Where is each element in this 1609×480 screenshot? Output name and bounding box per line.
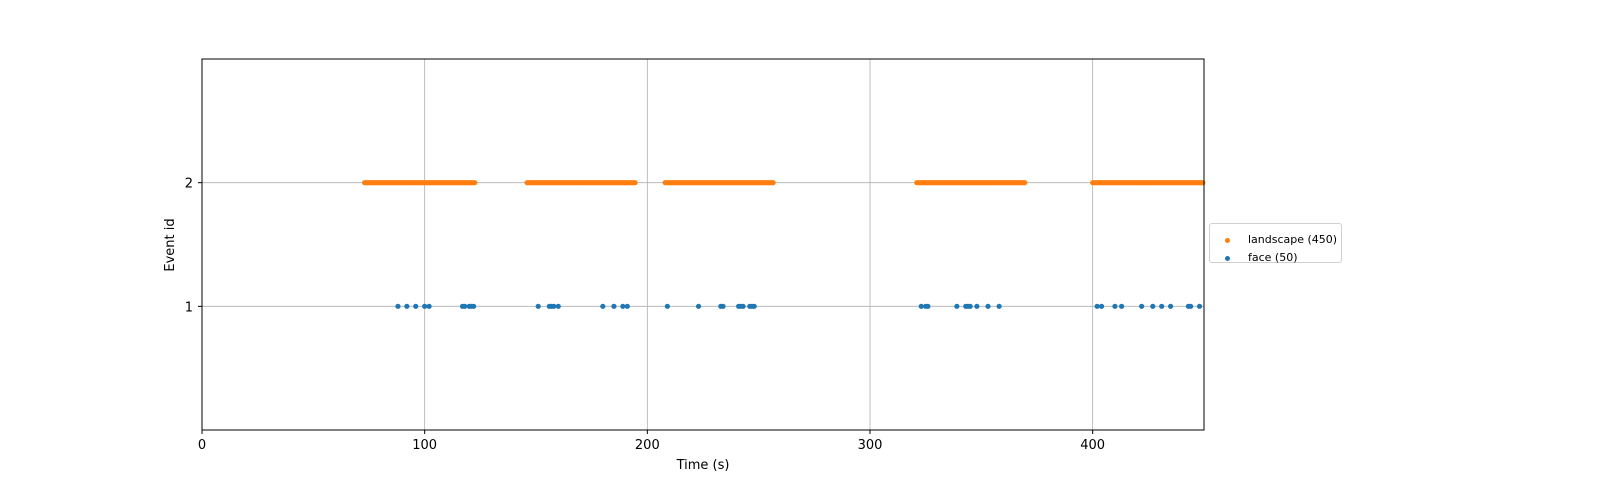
plot-frame [201,58,1205,431]
x-ticks: 0 100 200 300 400 [198,430,1105,453]
legend: landscape (450) face (50) [1209,223,1342,264]
landscape-point [1200,180,1206,186]
face-point [471,303,477,309]
face-point [462,303,468,309]
y-axis-label: Event id [163,218,178,271]
legend-label-face: face (50) [1248,251,1298,264]
face-point [1150,303,1156,309]
face-point [974,303,980,309]
y-tick-label: 1 [185,300,193,315]
legend-marker-landscape [1225,238,1230,243]
x-tick-label: 100 [412,438,437,453]
face-point [751,303,757,309]
landscape-point [1022,180,1028,186]
face-point [1119,303,1125,309]
face-point [720,303,726,309]
face-point [925,303,931,309]
face-point [600,303,606,309]
face-point [985,303,991,309]
face-point [611,303,617,309]
face-point [967,303,973,309]
x-tick-label: 300 [858,438,883,453]
face-point [1196,303,1203,309]
x-tick-label: 0 [198,438,206,453]
y-tick-label: 2 [185,177,193,192]
face-point [404,303,410,309]
face-point [1112,303,1118,309]
face-point [413,303,419,309]
face-point [426,303,432,309]
face-point [551,303,557,309]
landscape-point [770,180,776,186]
legend-marker-face [1225,256,1230,261]
data-points [361,180,1206,309]
face-point [535,303,541,309]
face-point [624,303,630,309]
x-axis-label: Time (s) [676,458,730,473]
face-point [1159,303,1165,309]
face-point [1168,303,1174,309]
grid-lines [201,59,1204,430]
face-point [954,303,960,309]
face-point [395,303,401,309]
legend-label-landscape: landscape (450) [1248,233,1338,246]
face-point [1188,303,1194,309]
face-point [620,303,626,309]
face-point [422,303,428,309]
x-tick-label: 400 [1080,438,1105,453]
face-point [740,303,746,309]
face-point [1098,303,1105,309]
x-tick-label: 200 [635,438,660,453]
face-point [555,303,561,309]
face-point [1094,303,1100,309]
face-point [996,303,1002,309]
landscape-point [632,180,638,186]
face-point [695,303,702,309]
face-point [664,303,670,309]
face-point [1139,303,1145,309]
landscape-point [472,180,478,186]
face-point [918,303,924,309]
y-ticks: 12 [185,177,202,315]
